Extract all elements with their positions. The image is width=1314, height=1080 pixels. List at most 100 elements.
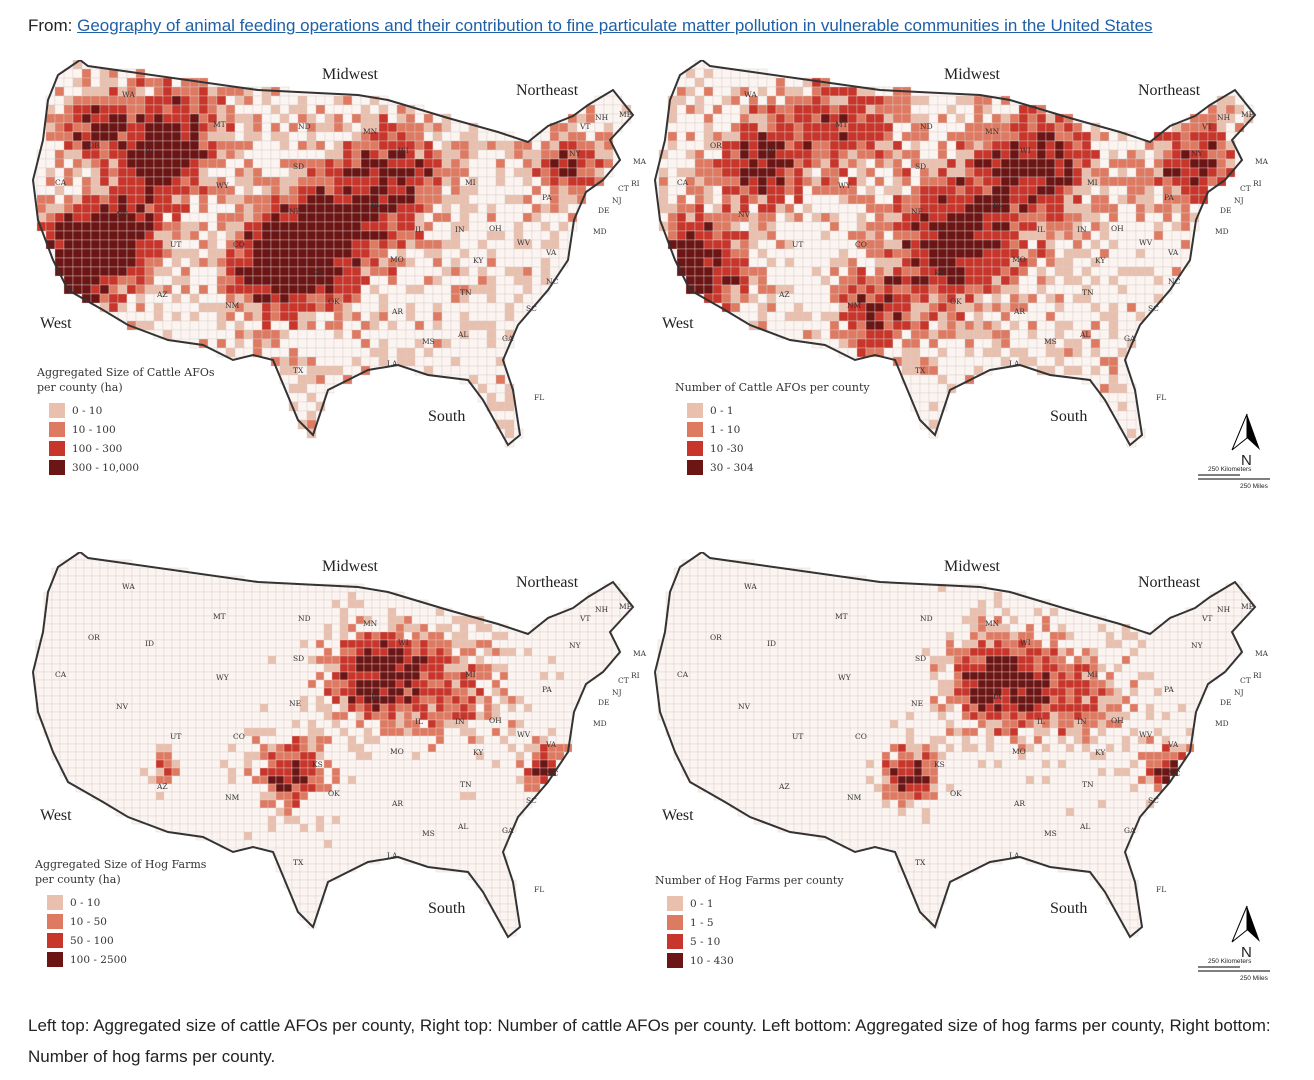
county-cell	[1018, 158, 1029, 169]
county-cell	[147, 583, 157, 593]
county-cell	[323, 727, 333, 737]
county-cell	[342, 365, 353, 376]
county-cell	[1036, 212, 1047, 223]
county-cell	[363, 711, 373, 721]
county-cell	[721, 194, 732, 205]
county-cell	[991, 329, 1002, 340]
county-cell	[865, 95, 876, 106]
county-cell	[450, 212, 461, 223]
county-cell	[414, 302, 425, 313]
county-cell	[757, 248, 768, 259]
county-cell	[99, 77, 110, 88]
county-cell	[1009, 347, 1020, 358]
county-cell	[427, 655, 437, 665]
county-cell	[227, 607, 237, 617]
county-cell	[910, 266, 921, 277]
county-cell	[153, 311, 164, 322]
county-cell	[252, 230, 263, 241]
county-cell	[131, 647, 141, 657]
county-cell	[1027, 194, 1038, 205]
county-cell	[153, 167, 164, 178]
county-cell	[910, 95, 921, 106]
county-cell	[90, 194, 101, 205]
county-cell	[155, 711, 165, 721]
county-cell	[144, 113, 155, 124]
county-cell	[306, 230, 317, 241]
county-cell	[135, 248, 146, 259]
county-cell	[513, 212, 524, 223]
county-cell	[315, 167, 326, 178]
county-cell	[883, 131, 894, 142]
county-cell	[901, 347, 912, 358]
county-cell	[441, 149, 452, 160]
county-cell	[315, 599, 325, 609]
county-cell	[507, 663, 517, 673]
county-cell	[1045, 176, 1056, 187]
county-cell	[928, 320, 939, 331]
county-cell	[594, 140, 605, 151]
county-cell	[522, 221, 533, 232]
county-cell	[297, 293, 308, 304]
county-cell	[443, 727, 453, 737]
article-link[interactable]: Geography of animal feeding operations a…	[77, 16, 1153, 35]
county-cell	[347, 615, 357, 625]
county-cell	[540, 167, 551, 178]
county-cell	[59, 655, 69, 665]
county-cell	[919, 338, 930, 349]
county-cell	[225, 194, 236, 205]
county-cell	[369, 347, 380, 358]
county-cell	[504, 293, 515, 304]
county-cell	[712, 284, 723, 295]
county-cell	[355, 679, 365, 689]
county-cell	[251, 639, 261, 649]
county-cell	[369, 104, 380, 115]
county-cell	[115, 663, 125, 673]
county-cell	[333, 122, 344, 133]
county-cell	[43, 679, 53, 689]
county-cell	[403, 655, 413, 665]
county-cell	[555, 703, 565, 713]
county-cell	[180, 203, 191, 214]
county-cell	[1054, 149, 1065, 160]
county-cell	[555, 647, 565, 657]
county-cell	[51, 735, 61, 745]
county-cell	[63, 194, 74, 205]
county-cell	[342, 293, 353, 304]
county-cell	[757, 140, 768, 151]
county-cell	[171, 212, 182, 223]
county-cell	[171, 122, 182, 133]
county-cell	[964, 140, 975, 151]
county-cell	[1054, 284, 1065, 295]
county-cell	[1144, 212, 1155, 223]
state-label-wi: WI	[398, 146, 409, 155]
county-cell	[83, 671, 93, 681]
county-cell	[395, 687, 405, 697]
county-cell	[259, 647, 269, 657]
county-cell	[450, 356, 461, 367]
county-cell	[757, 293, 768, 304]
county-cell	[459, 131, 470, 142]
county-cell	[856, 167, 867, 178]
county-cell	[973, 194, 984, 205]
county-cell	[107, 623, 117, 633]
county-cell	[901, 221, 912, 232]
county-cell	[331, 711, 341, 721]
county-cell	[283, 687, 293, 697]
county-cell	[793, 230, 804, 241]
county-cell	[405, 203, 416, 214]
county-cell	[531, 743, 541, 753]
county-cell	[171, 631, 181, 641]
county-cell	[153, 239, 164, 250]
county-cell	[531, 727, 541, 737]
county-cell	[547, 647, 557, 657]
county-cell	[901, 248, 912, 259]
county-cell	[793, 185, 804, 196]
county-cell	[363, 743, 373, 753]
county-cell	[1108, 131, 1119, 142]
county-cell	[378, 230, 389, 241]
county-cell	[419, 695, 429, 705]
county-cell	[1126, 212, 1137, 223]
county-cell	[135, 293, 146, 304]
county-cell	[387, 104, 398, 115]
county-cell	[721, 212, 732, 223]
